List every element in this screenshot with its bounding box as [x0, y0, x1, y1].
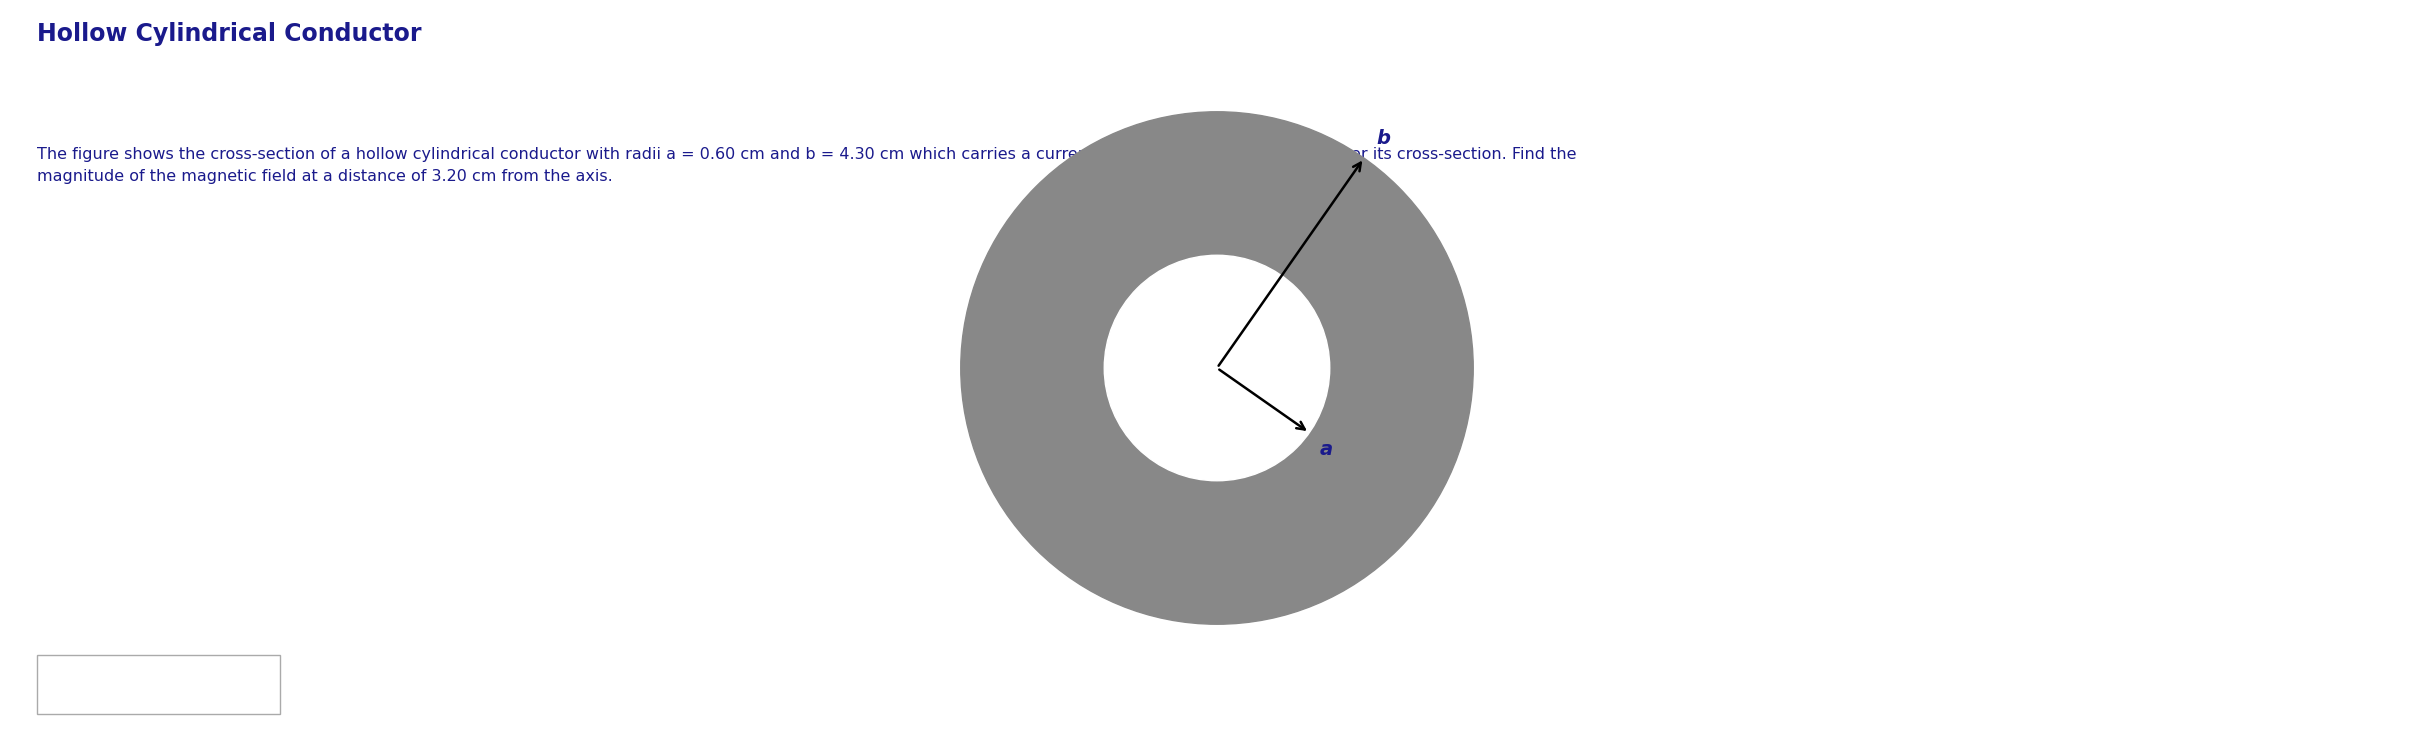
- Text: Hollow Cylindrical Conductor: Hollow Cylindrical Conductor: [37, 22, 421, 46]
- Text: a: a: [1319, 440, 1334, 459]
- Circle shape: [1105, 255, 1329, 481]
- Text: The figure shows the cross-section of a hollow cylindrical conductor with radii : The figure shows the cross-section of a …: [37, 147, 1575, 185]
- Circle shape: [961, 112, 1473, 624]
- FancyBboxPatch shape: [37, 655, 280, 714]
- Text: b: b: [1378, 129, 1390, 148]
